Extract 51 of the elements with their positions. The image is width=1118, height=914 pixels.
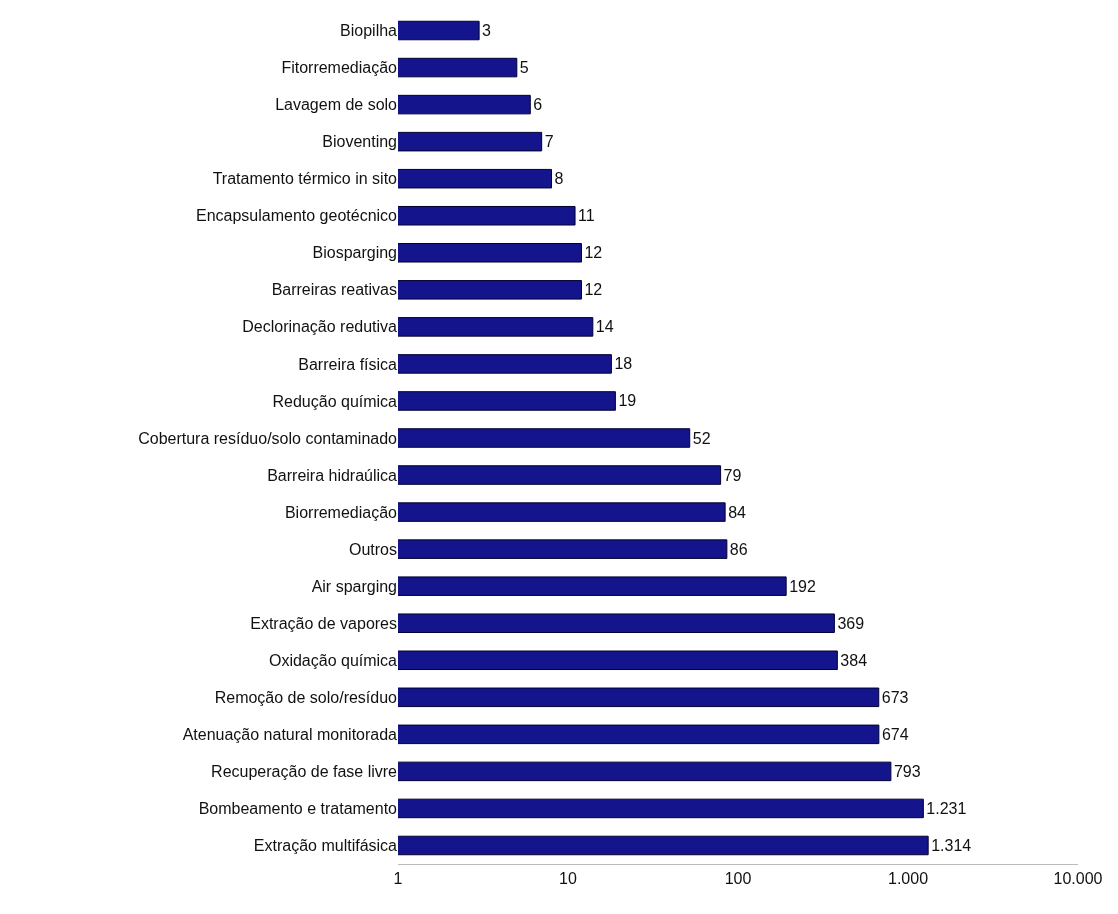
data-label: 7 [544,133,554,151]
data-label: 11 [578,207,595,225]
data-label: 18 [614,355,633,373]
data-label: 5 [519,59,529,77]
data-label: 19 [618,392,637,410]
data-label: 86 [729,540,748,558]
x-tick-label: 10.000 [1053,870,1103,888]
y-tick-label: Extração multifásica [253,837,398,855]
y-tick-label: Barreira hidraúlica [267,466,398,484]
y-tick-label: Bombeamento e tratamento [198,800,398,818]
y-tick-label: Declorinação redutiva [242,318,398,336]
data-label: 369 [837,614,865,632]
y-tick-label: Tratamento térmico in sito [212,170,398,188]
x-tick-label: 1 [393,870,403,888]
y-tick-label: Bioventing [322,133,397,151]
data-label: 1.231 [926,799,967,817]
data-label: 6 [533,96,543,114]
y-tick-label: Barreira física [298,355,398,373]
x-tick-label: 100 [724,870,752,888]
y-tick-label: Biosparging [312,244,397,262]
y-tick-label: Cobertura resíduo/solo contaminado [138,429,398,447]
data-label: 793 [893,762,921,780]
data-label: 12 [584,281,603,299]
y-tick-label: Biopilha [340,22,398,40]
data-label: 8 [554,170,564,188]
y-tick-label: Redução química [272,392,398,410]
y-tick-label: Biorremediação [284,503,398,521]
data-label: 674 [881,725,909,743]
y-tick-label: Barreiras reativas [271,281,397,299]
y-tick-label: Lavagem de solo [275,96,398,114]
data-label: 14 [595,318,614,336]
data-label: 673 [881,688,909,706]
data-label: 12 [584,244,603,262]
data-label: 79 [723,466,742,484]
y-tick-label: Atenuação natural monitorada [182,725,398,743]
y-tick-label: Oxidação química [268,651,398,669]
y-tick-label: Air sparging [311,577,397,595]
y-tick-label: Recuperação de fase livre [211,762,398,780]
data-label: 84 [728,503,747,521]
y-tick-label: Fitorremediação [281,59,398,77]
y-tick-label: Outros [348,540,397,558]
y-tick-label: Remoção de solo/resíduo [214,688,398,706]
y-tick-label: Extração de vapores [250,614,397,632]
data-label: 1.314 [931,836,972,854]
data-label: 384 [840,651,868,669]
data-label: 3 [482,22,492,40]
data-label: 192 [789,577,816,595]
data-label: 52 [692,429,711,447]
x-tick-label: 10 [559,870,577,888]
x-tick-label: 1.000 [887,870,929,888]
y-tick-label: Encapsulamento geotécnico [195,207,398,225]
